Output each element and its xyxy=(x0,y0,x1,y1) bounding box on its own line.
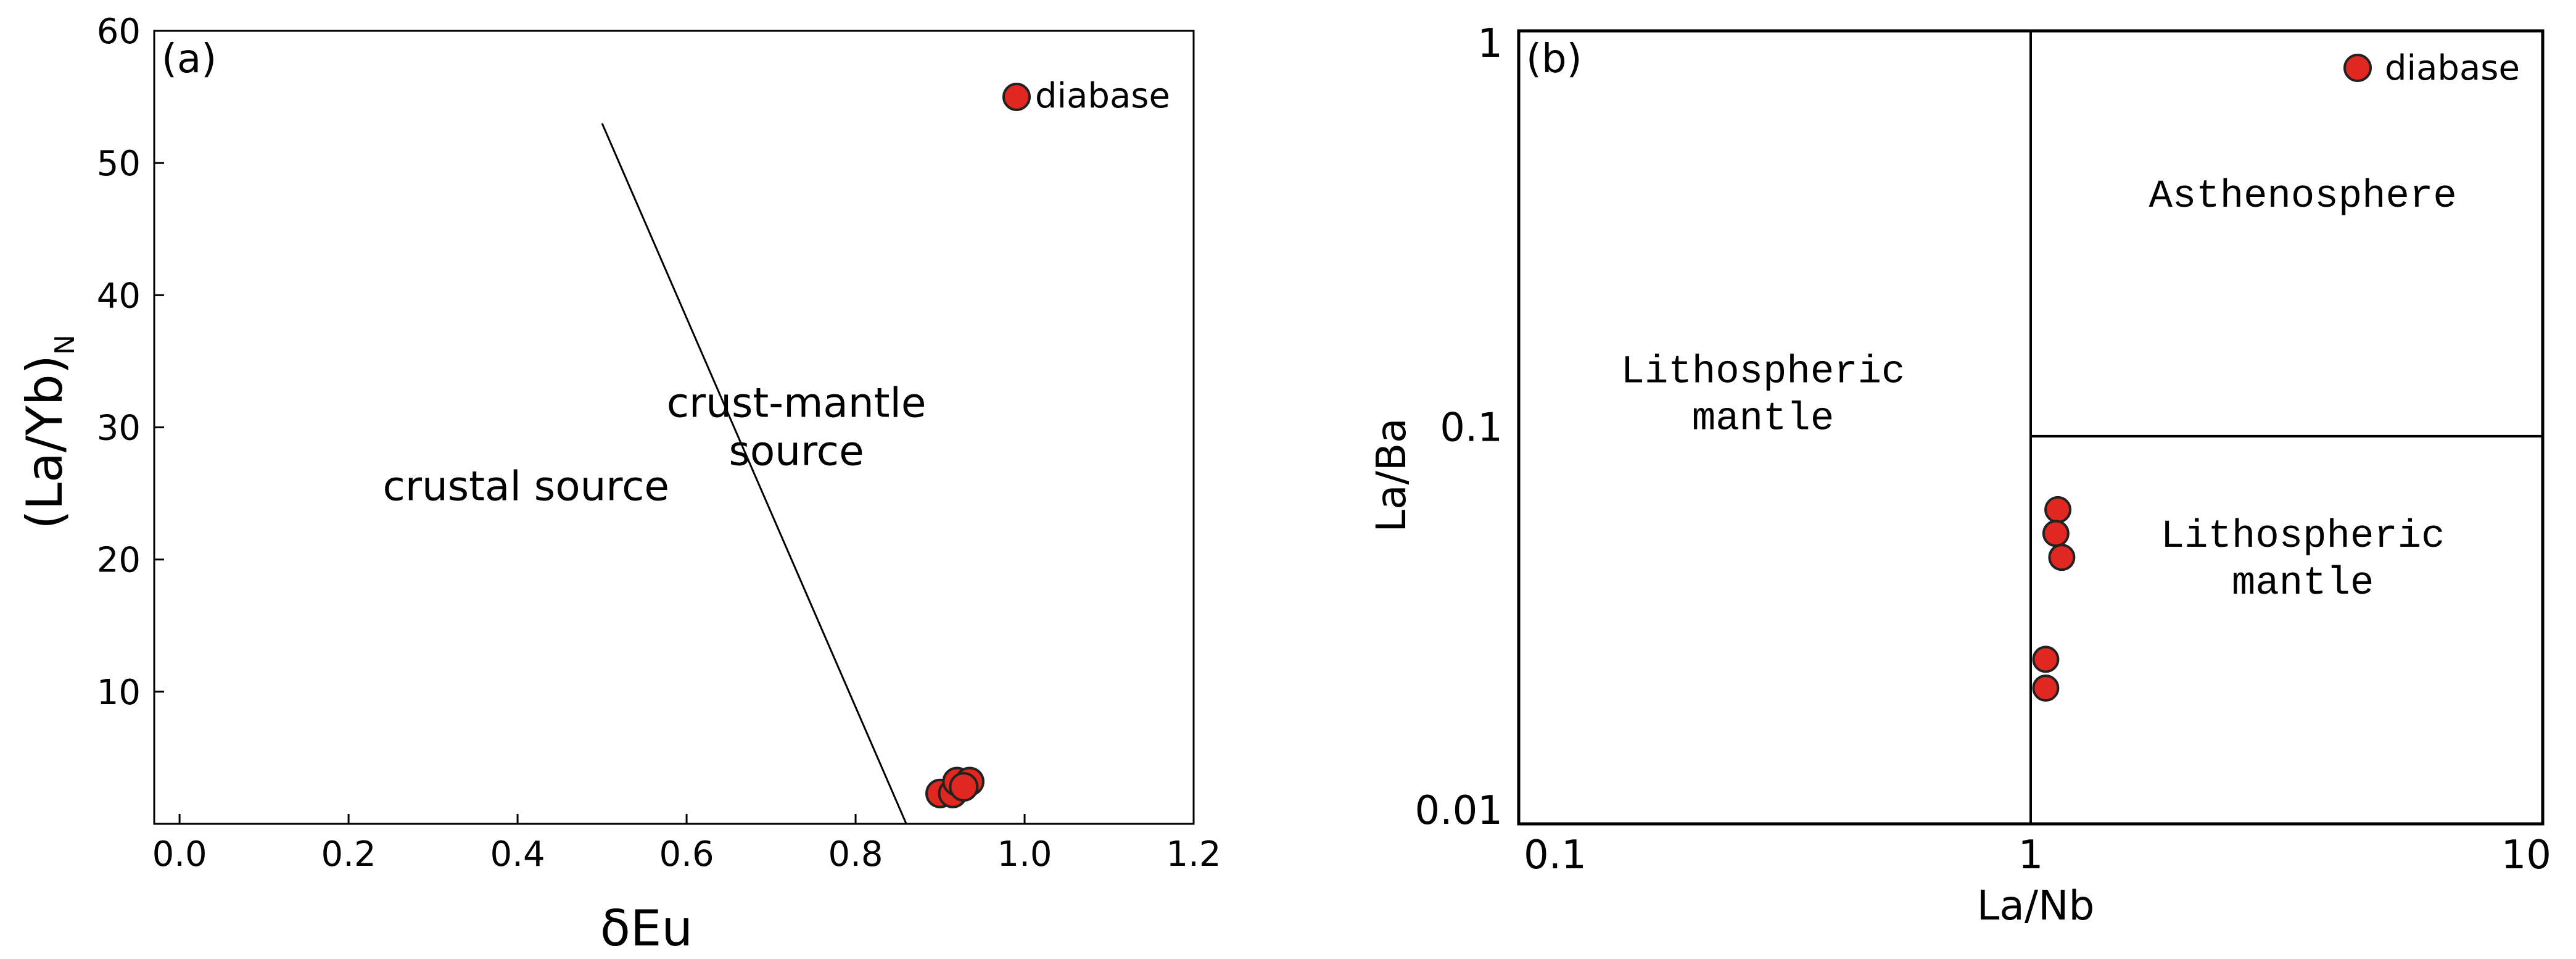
svg-text:(La/Yb)N: (La/Yb)N xyxy=(16,334,81,529)
panel-b-x-ticks: 0.1 1 10 xyxy=(1524,832,2551,878)
region-label-lithospheric-mantle-right: Lithospheric mantle xyxy=(2161,515,2445,606)
panel-b-data-points xyxy=(2032,496,2076,702)
region-label-asthenosphere: Asthenosphere xyxy=(2149,175,2456,219)
panel-b-label: (b) xyxy=(1526,36,1582,82)
panel-a-plot-frame xyxy=(153,30,1195,825)
panel-b-y-tick-label: 0.1 xyxy=(1440,405,1503,451)
panel-a-y-tick-label: 30 xyxy=(97,409,141,449)
panel-a-x-ticks: 0.0 0.2 0.4 0.6 0.8 1.0 1.2 xyxy=(152,814,1221,874)
panel-a-legend-label: diabase xyxy=(1035,76,1170,116)
panel-b-region-labels: Lithospheric mantle Asthenosphere Lithosphe… xyxy=(1621,175,2457,606)
panel-a-boundary-line xyxy=(601,123,907,824)
panel-b-legend: diabase xyxy=(2343,48,2520,88)
panel-b-x-tick-label: 10 xyxy=(2501,832,2551,878)
panel-b-data-point xyxy=(2032,674,2060,702)
panel-b-x-tick-label: 1 xyxy=(2018,832,2044,878)
panel-a-y-title-main: (La/Yb) xyxy=(16,355,73,529)
panel-b-y-tick-label: 1 xyxy=(1477,21,1503,67)
panel-b-y-ticks: 0.01 0.1 1 xyxy=(1415,21,1503,834)
panel-a-x-tick-label: 1.2 xyxy=(1166,834,1221,874)
panel-a-y-title-sub: N xyxy=(49,334,81,355)
panel-a-legend-marker xyxy=(1002,83,1031,111)
panel-a-data-points xyxy=(925,766,985,808)
panel-a-y-tick-label: 40 xyxy=(97,276,141,316)
panel-a-x-tick-label: 1.0 xyxy=(997,834,1052,874)
region-label-crust-mantle-source: crust-mantle source xyxy=(667,379,927,475)
panel-a-x-tick-label: 0.4 xyxy=(490,834,545,874)
panel-b-data-point xyxy=(2048,544,2076,571)
panel-a-chart: 0.0 0.2 0.4 0.6 0.8 1.0 1.2 10 20 30 40 50 60 crust… xyxy=(16,12,1221,957)
region-label-crustal-source: crustal source xyxy=(383,462,669,510)
panel-a-x-tick-label: 0.8 xyxy=(828,834,883,874)
panel-a-y-tick-label: 10 xyxy=(97,673,141,713)
panel-b-y-axis-title: La/Ba xyxy=(1368,418,1415,532)
panel-b-chart: 0.1 1 10 0.01 0.1 1 Lithospheric mantle Asthen… xyxy=(1368,21,2551,929)
panel-b-data-point xyxy=(2032,646,2060,673)
panel-b-x-axis-title: La/Nb xyxy=(1977,882,2095,929)
panel-a-y-tick-label: 60 xyxy=(97,12,141,52)
panel-b-data-point xyxy=(2044,496,2072,523)
panel-a-x-tick-label: 0.2 xyxy=(321,834,376,874)
panel-a-legend: diabase xyxy=(1002,76,1170,116)
panel-b-y-tick-label: 0.01 xyxy=(1415,788,1503,834)
panel-a-x-tick-label: 0.0 xyxy=(152,834,207,874)
panel-b-legend-marker xyxy=(2343,54,2372,82)
panel-a-x-axis-title: δEu xyxy=(600,900,693,957)
panel-b-legend-label: diabase xyxy=(2385,48,2520,88)
panel-a-y-ticks: 10 20 30 40 50 60 xyxy=(97,12,164,713)
panel-b-x-tick-label: 0.1 xyxy=(1524,832,1587,878)
panel-a-y-tick-label: 20 xyxy=(97,541,141,581)
panel-b-boundaries xyxy=(2029,31,2543,824)
region-label-lithospheric-mantle-left: Lithospheric mantle xyxy=(1621,350,1905,441)
panel-a-y-tick-label: 50 xyxy=(97,144,141,184)
panel-b-data-point xyxy=(2042,520,2070,547)
panel-a-x-tick-label: 0.6 xyxy=(659,834,714,874)
panel-a-data-point xyxy=(949,772,979,802)
panel-a-label: (a) xyxy=(162,36,217,82)
panel-a-y-axis-title: (La/Yb)N xyxy=(16,334,81,529)
